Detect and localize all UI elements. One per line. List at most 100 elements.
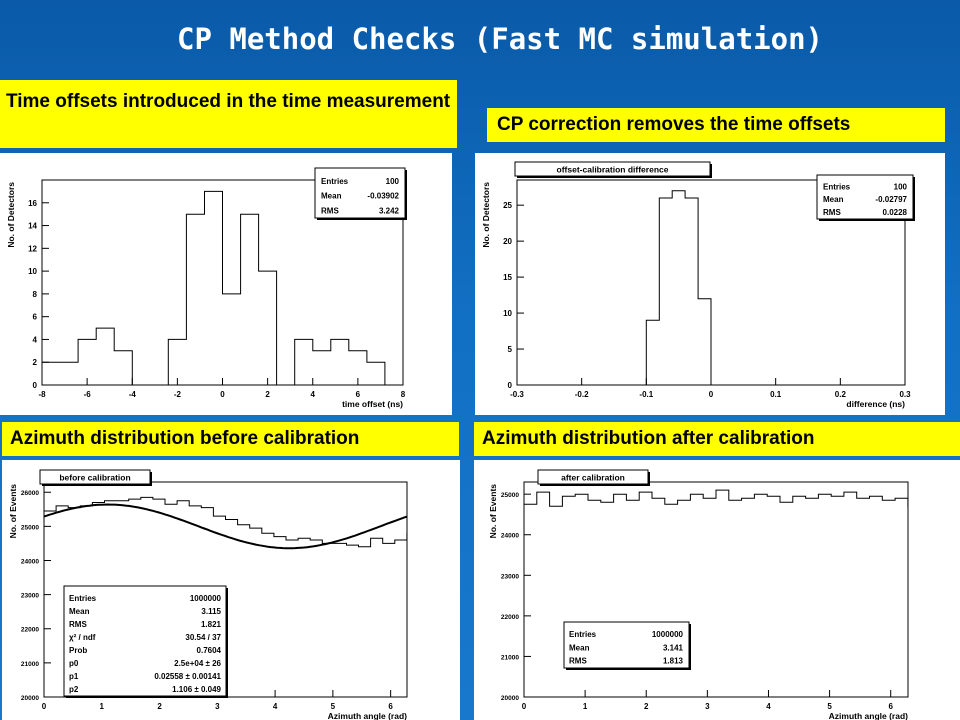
stats-label: p2: [69, 685, 79, 694]
x-tick-label: -0.2: [575, 390, 589, 399]
caption-text: Azimuth distribution before calibration: [10, 428, 360, 449]
y-tick-label: 4: [33, 335, 38, 344]
y-tick-label: 2: [33, 358, 38, 367]
caption-top-right: CP correction removes the time offsets: [487, 108, 945, 142]
x-tick-label: -6: [84, 390, 92, 399]
y-tick-label: 20000: [21, 695, 39, 702]
stats-box: [63, 585, 227, 697]
stats-label: p1: [69, 672, 79, 681]
y-tick-label: 6: [33, 313, 38, 322]
y-tick-label: 22000: [21, 627, 39, 634]
histogram-title-box: [514, 161, 711, 177]
x-tick-label: 1: [583, 702, 588, 711]
stats-box: [563, 621, 690, 669]
stats-value: 1.813: [663, 657, 684, 666]
stats-label: χ² / ndf: [69, 633, 96, 642]
histogram-bars: [645, 190, 724, 386]
x-tick-label: 2: [265, 390, 270, 399]
y-tick-label: 23000: [501, 573, 519, 580]
y-tick-label: 15: [503, 273, 512, 282]
y-tick-label: 0: [33, 381, 38, 390]
y-tick-label: 0: [508, 381, 513, 390]
y-tick-label: 21000: [501, 654, 519, 661]
stats-label: RMS: [69, 620, 87, 629]
x-tick-label: -0.3: [510, 390, 524, 399]
caption-bottom-left: Azimuth distribution before calibration: [2, 422, 459, 456]
y-tick-label: 25: [503, 201, 512, 210]
stats-value: -0.03902: [367, 192, 399, 201]
x-tick-label: 0.3: [899, 390, 911, 399]
stats-label: Mean: [69, 607, 90, 616]
histogram-bars: [43, 496, 408, 697]
x-tick-label: 1: [100, 702, 105, 711]
stats-value: 1.106 ± 0.049: [172, 685, 221, 694]
x-tick-label: 0.1: [770, 390, 782, 399]
histogram-bars: [41, 190, 403, 386]
stats-label: RMS: [569, 657, 587, 666]
x-axis-title: Azimuth angle (rad): [829, 711, 909, 720]
histogram-azimuth-before-calibration: 0 1 2 3 4 5 6 20000 21000 22000 23000 24000 25000 260…: [2, 460, 460, 720]
stats-value: 1.821: [201, 620, 222, 629]
x-tick-label: 2: [644, 702, 649, 711]
x-tick-label: 0.2: [835, 390, 847, 399]
stats-label: Mean: [321, 192, 342, 201]
stats-value: 100: [894, 183, 908, 192]
histogram-title: before calibration: [59, 473, 130, 483]
stats-label: Mean: [569, 643, 590, 652]
caption-text: CP correction removes the time offsets: [497, 114, 851, 135]
x-axis-title: difference (ns): [846, 399, 905, 409]
x-tick-label: -0.1: [639, 390, 653, 399]
stats-box: [314, 167, 406, 219]
x-tick-label: 6: [356, 390, 361, 399]
page-title: CP Method Checks (Fast MC simulation): [176, 22, 823, 56]
y-tick-label: 14: [28, 222, 37, 231]
y-tick-label: 25000: [501, 492, 519, 499]
stats-value: 1000000: [652, 630, 684, 639]
x-tick-label: 4: [273, 702, 278, 711]
x-tick-label: 4: [311, 390, 316, 399]
histogram-offset-calibration-difference: -0.3 -0.2 -0.1 0 0.1 0.2 0.3 0 5 10 15 20 25 differen…: [475, 153, 945, 415]
x-tick-label: 5: [331, 702, 336, 711]
y-tick-label: 22000: [501, 614, 519, 621]
histogram-bars: [523, 488, 909, 697]
x-tick-label: 0: [709, 390, 714, 399]
caption-bottom-right: Azimuth distribution after calibration: [474, 422, 960, 456]
stats-value: 3.242: [379, 206, 400, 215]
x-tick-label: 6: [888, 702, 893, 711]
stats-value: 1000000: [190, 594, 222, 603]
x-tick-label: -4: [129, 390, 137, 399]
stats-label: RMS: [823, 208, 841, 217]
stats-label: Entries: [69, 594, 97, 603]
y-axis-title: No. of Detectors: [481, 182, 491, 248]
x-tick-label: 0: [220, 390, 225, 399]
stats-value: -0.02797: [875, 195, 907, 204]
y-tick-label: 12: [28, 244, 37, 253]
x-tick-label: 3: [215, 702, 220, 711]
stats-label: Prob: [69, 646, 87, 655]
x-axis-title: Azimuth angle (rad): [328, 711, 408, 720]
histogram-title: after calibration: [561, 473, 625, 483]
y-tick-label: 10: [28, 267, 37, 276]
stats-value: 2.5e+04 ± 26: [174, 659, 221, 668]
x-axis-title: time offset (ns): [342, 399, 403, 409]
x-tick-label: 6: [388, 702, 393, 711]
stats-label: Entries: [321, 177, 349, 186]
y-tick-label: 8: [33, 290, 38, 299]
stats-value: 3.141: [663, 643, 684, 652]
y-tick-label: 21000: [21, 661, 39, 668]
y-tick-label: 5: [508, 345, 513, 354]
y-tick-label: 10: [503, 309, 512, 318]
x-tick-label: 8: [401, 390, 406, 399]
x-tick-label: -2: [174, 390, 182, 399]
x-tick-label: 2: [157, 702, 162, 711]
y-tick-label: 20: [503, 237, 512, 246]
y-tick-label: 24000: [501, 533, 519, 540]
y-axis-title: No. of Events: [488, 484, 498, 539]
stats-value: 30.54 / 37: [185, 633, 221, 642]
stats-label: Entries: [823, 183, 851, 192]
stats-value: 3.115: [201, 607, 221, 616]
stats-box: [816, 174, 914, 220]
y-axis-title: No. of Detectors: [6, 182, 16, 248]
stats-value: 0.0228: [883, 208, 908, 217]
caption-text: Azimuth distribution after calibration: [482, 428, 815, 449]
